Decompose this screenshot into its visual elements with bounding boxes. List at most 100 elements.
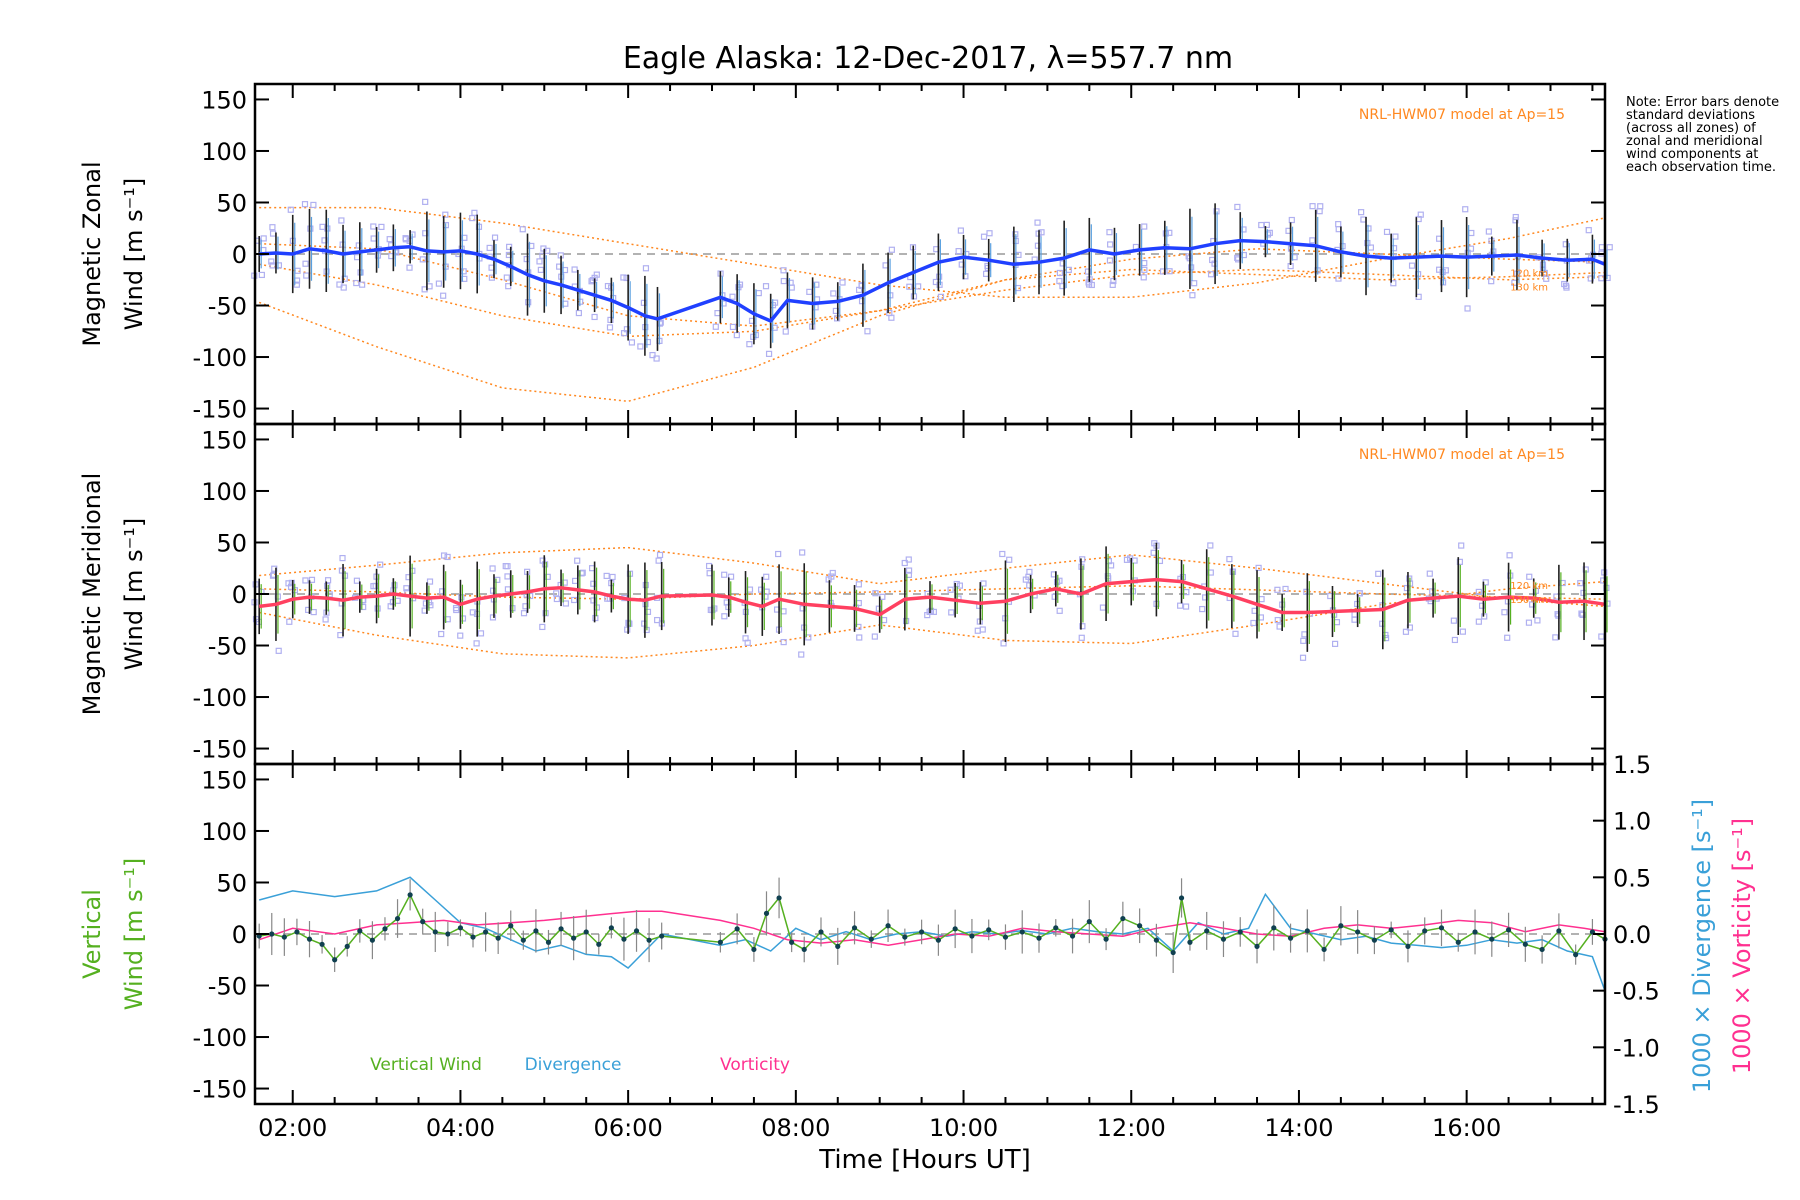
- scatter-point: [1356, 590, 1363, 597]
- scatter-point: [339, 554, 346, 562]
- scatter-point: [1468, 229, 1475, 237]
- scatter-point: [1562, 241, 1569, 248]
- scatter-point: [553, 590, 560, 597]
- model-curve: [259, 546, 1606, 608]
- scatter-point: [1501, 609, 1508, 616]
- vertical-wind-point: [789, 939, 795, 945]
- scatter-point: [391, 582, 398, 589]
- scatter-point: [1000, 640, 1007, 647]
- scatter-point: [505, 283, 512, 290]
- scatter-point: [1360, 216, 1367, 223]
- scatter-point: [1088, 281, 1095, 289]
- scatter-point: [469, 609, 476, 616]
- right-tick-label: -0.5: [1613, 978, 1660, 1006]
- scatter-point: [924, 612, 931, 619]
- scatter-point: [746, 586, 754, 593]
- vertical-wind-point: [1120, 915, 1126, 922]
- scatter-point: [855, 623, 862, 631]
- scatter-point: [1034, 219, 1041, 226]
- scatter-point: [1266, 229, 1273, 236]
- y-tick-label: 50: [216, 529, 247, 557]
- right-tick-label: -1.0: [1613, 1034, 1660, 1062]
- scatter-point: [1408, 262, 1416, 269]
- vertical-wind-point: [369, 937, 375, 943]
- scatter-point: [536, 258, 543, 265]
- scatter-point: [901, 559, 908, 567]
- scatter-point: [1364, 239, 1371, 247]
- scatter-point: [979, 626, 986, 633]
- vertical-wind-point: [382, 926, 388, 932]
- y-tick-label: -100: [193, 1024, 247, 1052]
- scatter-point: [275, 262, 283, 269]
- scatter-point: [980, 233, 988, 240]
- scatter-point: [471, 209, 478, 216]
- vertical-wind-point: [1204, 928, 1210, 934]
- right-tick-label: 0.0: [1613, 921, 1651, 949]
- scatter-point: [1562, 282, 1570, 289]
- scatter-point: [1512, 217, 1519, 224]
- vertical-wind-point: [533, 928, 539, 934]
- scatter-point: [606, 324, 614, 331]
- x-tick-labels: 02:00 04:00 06:00 08:00 10:00 12:00 14:00 16:00: [258, 1114, 1501, 1142]
- scatter-point: [1579, 611, 1586, 618]
- scatter-point: [402, 235, 409, 242]
- scatter-point: [1213, 208, 1220, 215]
- scatter-point: [1056, 269, 1063, 277]
- model-curve: [258, 268, 1606, 403]
- scatter-point: [1383, 228, 1391, 236]
- scatter-point: [1475, 618, 1482, 625]
- scatter-point: [1299, 654, 1307, 661]
- scatter-point: [520, 610, 528, 617]
- scatter-point: [268, 258, 275, 265]
- vertical-wind-point: [1178, 895, 1185, 901]
- y-tick-label: 100: [201, 478, 247, 506]
- scatter-point: [489, 587, 497, 594]
- scatter-point: [1123, 556, 1131, 563]
- scatter-point: [1258, 596, 1265, 603]
- vertical-wind-point: [1304, 928, 1310, 934]
- scatter-point: [705, 562, 713, 570]
- vertical-wind-point: [1237, 929, 1243, 935]
- scatter-point: [644, 608, 652, 615]
- vertical-wind-point: [1187, 939, 1193, 945]
- scatter-point: [1390, 280, 1397, 287]
- scatter-point: [1504, 634, 1511, 641]
- scatter-point: [906, 283, 913, 290]
- scatter-point: [1207, 271, 1215, 278]
- vertical-wind-point: [1254, 943, 1260, 949]
- scatter-point: [656, 551, 664, 559]
- scatter-point: [729, 323, 737, 331]
- scatter-point: [336, 281, 343, 288]
- scatter-point: [269, 262, 276, 269]
- scatter-point: [903, 617, 910, 625]
- scatter-point: [1056, 577, 1063, 584]
- vertical-wind-point: [659, 933, 665, 939]
- scatter-point: [980, 580, 987, 587]
- scatter-point: [1351, 616, 1358, 623]
- vertical-wind-point: [294, 929, 300, 935]
- scatter-point: [1406, 575, 1413, 582]
- scatter-point: [880, 616, 888, 624]
- right-axis-label-divergence: 1000 × Divergence [s⁻¹]: [1688, 799, 1716, 1093]
- figure-title: Eagle Alaska: 12-Dec-2017, λ=557.7 nm: [623, 41, 1233, 76]
- scatter-point: [1534, 617, 1541, 624]
- scatter-point: [504, 586, 512, 593]
- vertical-wind-point: [306, 936, 313, 942]
- y-axis-label-line1: Magnetic Zonal: [78, 161, 106, 346]
- scatter-point: [775, 550, 782, 558]
- y-axis-label-line2: Wind [m s⁻¹]: [120, 518, 148, 670]
- scatter-point: [1240, 251, 1247, 259]
- scatter-point: [957, 227, 964, 234]
- scatter-point: [805, 634, 812, 641]
- scatter-point: [403, 585, 410, 592]
- vertical-wind-point: [986, 927, 992, 933]
- vertical-wind-point: [1170, 949, 1176, 956]
- scatter-point: [1257, 614, 1264, 621]
- scatter-point: [763, 573, 770, 580]
- scatter-point: [426, 578, 434, 585]
- model-label: NRL-HWM07 model at Ap=15: [1359, 107, 1565, 123]
- scatter-point: [1099, 604, 1107, 611]
- scatter-point: [1026, 582, 1033, 589]
- scatter-point: [858, 298, 866, 305]
- vertical-wind-point: [608, 925, 614, 931]
